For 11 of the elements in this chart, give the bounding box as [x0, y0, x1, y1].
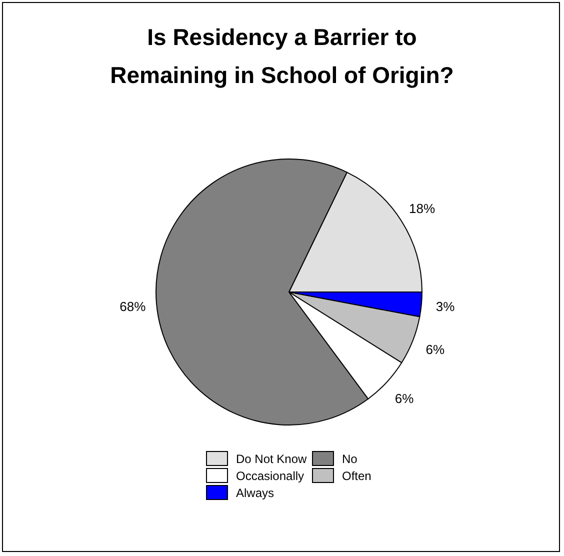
data-label: 18%: [409, 201, 436, 216]
chart-title: Is Residency a Barrier to Remaining in School of Origin?: [109, 23, 455, 90]
legend-label: Occasionally: [236, 468, 304, 482]
legend-label: No: [342, 452, 358, 466]
data-label: 6%: [426, 342, 446, 357]
legend-label: Always: [236, 486, 274, 500]
data-label: 3%: [436, 299, 456, 314]
data-label: 68%: [120, 299, 146, 314]
legend-label: Often: [342, 468, 372, 482]
legend-label: Do Not Know: [236, 452, 307, 466]
data-label: 6%: [394, 391, 414, 406]
